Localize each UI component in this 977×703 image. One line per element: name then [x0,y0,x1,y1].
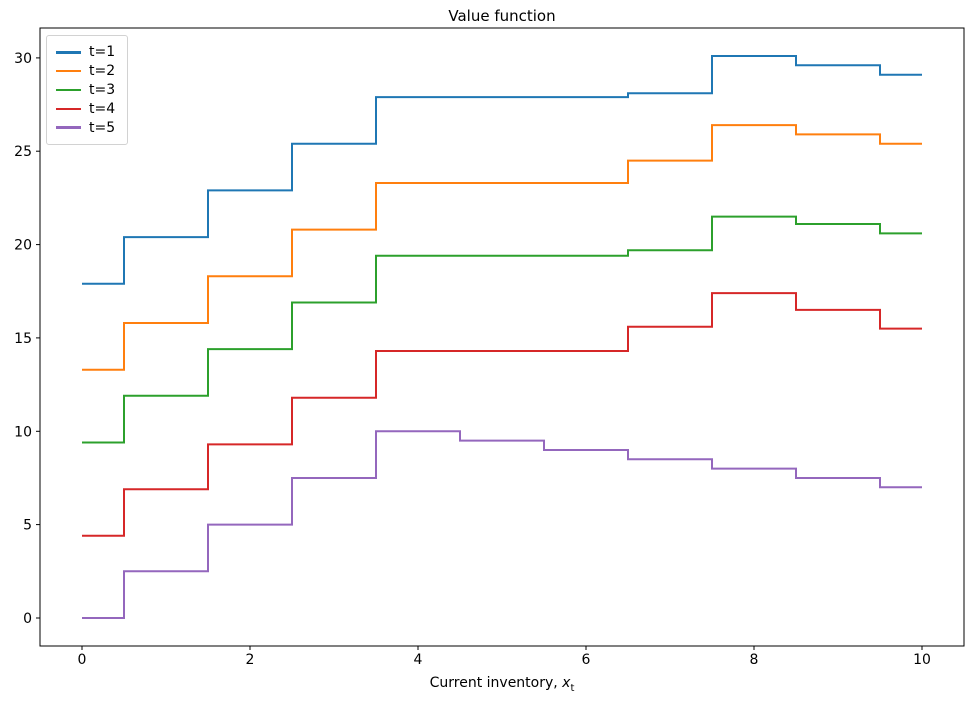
x-axis-label-subscript: t [570,682,575,694]
legend-label: t=5 [89,119,116,136]
legend-label: t=3 [89,81,116,98]
legend-item: t=1 [56,43,115,62]
legend-swatch-t3 [56,88,81,92]
x-axis-label: Current inventory, xt [40,675,964,694]
legend-label: t=1 [89,44,116,61]
x-tick-label: 8 [750,652,759,668]
legend-swatch-t1 [56,51,81,54]
legend-item: t=4 [56,99,115,118]
legend-label: t=4 [89,100,116,117]
y-tick-label: 5 [23,518,32,534]
x-tick-label: 2 [246,652,255,668]
x-axis-label-variable: x [562,675,571,691]
legend-label: t=2 [89,63,116,80]
series-line-t2 [82,124,922,371]
x-axis-label-text: Current inventory, [429,675,563,691]
series-line-t5 [82,430,922,619]
x-tick-label: 4 [414,652,423,668]
legend-item: t=3 [56,81,115,100]
y-tick-label: 30 [14,51,32,67]
legend-swatch-t2 [56,69,81,73]
legend-item: t=2 [56,62,115,81]
y-tick-label: 25 [14,144,32,160]
series-line-t1 [82,55,922,285]
y-tick-label: 0 [23,611,32,627]
legend-swatch-t5 [56,126,81,129]
x-tick-label: 10 [913,652,931,668]
x-tick-label: 6 [582,652,591,668]
y-tick-label: 15 [14,331,32,347]
chart-title: Value function [448,7,556,25]
legend-item: t=5 [56,118,115,137]
plot-spines [39,27,965,647]
legend: t=1 t=2 t=3 t=4 t=5 [46,35,129,145]
series-line-t4 [82,292,922,537]
x-tick-label: 0 [78,652,87,668]
series-line-t3 [82,215,922,444]
legend-swatch-t4 [56,107,81,111]
y-tick-label: 20 [14,238,32,254]
y-tick-label: 10 [14,424,32,440]
